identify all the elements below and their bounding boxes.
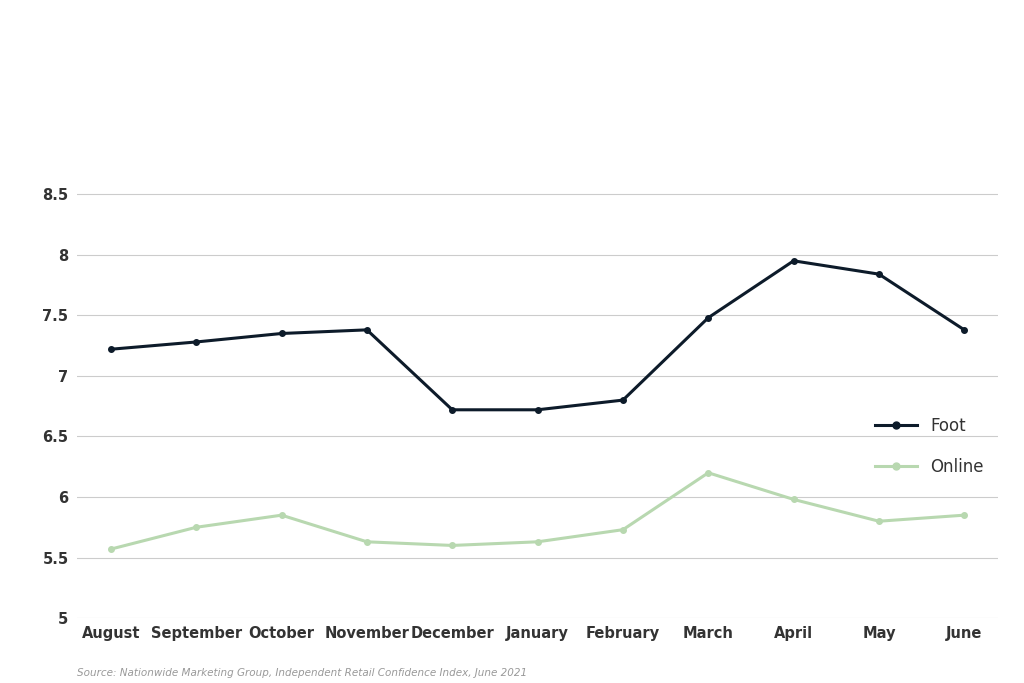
Text: Source: Nationwide Marketing Group, Independent Retail Confidence Index, June 20: Source: Nationwide Marketing Group, Inde… xyxy=(77,667,527,678)
Online xyxy=(616,526,629,534)
Legend: Foot, Online: Foot, Online xyxy=(868,410,990,483)
Online xyxy=(702,469,715,477)
Foot xyxy=(446,406,459,414)
Foot xyxy=(104,345,117,353)
Foot xyxy=(360,326,373,334)
Online xyxy=(190,523,203,531)
Foot xyxy=(190,338,203,346)
Online xyxy=(104,545,117,553)
Online xyxy=(787,495,800,503)
Line: Foot: Foot xyxy=(109,258,967,413)
Online xyxy=(446,542,459,550)
Text: June 2021: June 2021 xyxy=(830,111,993,139)
Foot xyxy=(275,329,288,337)
Online xyxy=(360,538,373,546)
Foot xyxy=(872,270,885,278)
Online xyxy=(958,511,971,519)
Online xyxy=(872,517,885,525)
Foot xyxy=(616,396,629,404)
Foot xyxy=(958,326,971,334)
Online xyxy=(531,538,544,546)
Online xyxy=(275,511,288,519)
Text: nationwide
marketing
group: nationwide marketing group xyxy=(179,37,270,108)
Foot xyxy=(531,406,544,414)
Foot xyxy=(787,257,800,265)
Foot xyxy=(702,313,715,322)
Text: Foot vs. Online Traffic: Foot vs. Online Traffic xyxy=(633,51,993,78)
Line: Online: Online xyxy=(109,470,967,552)
